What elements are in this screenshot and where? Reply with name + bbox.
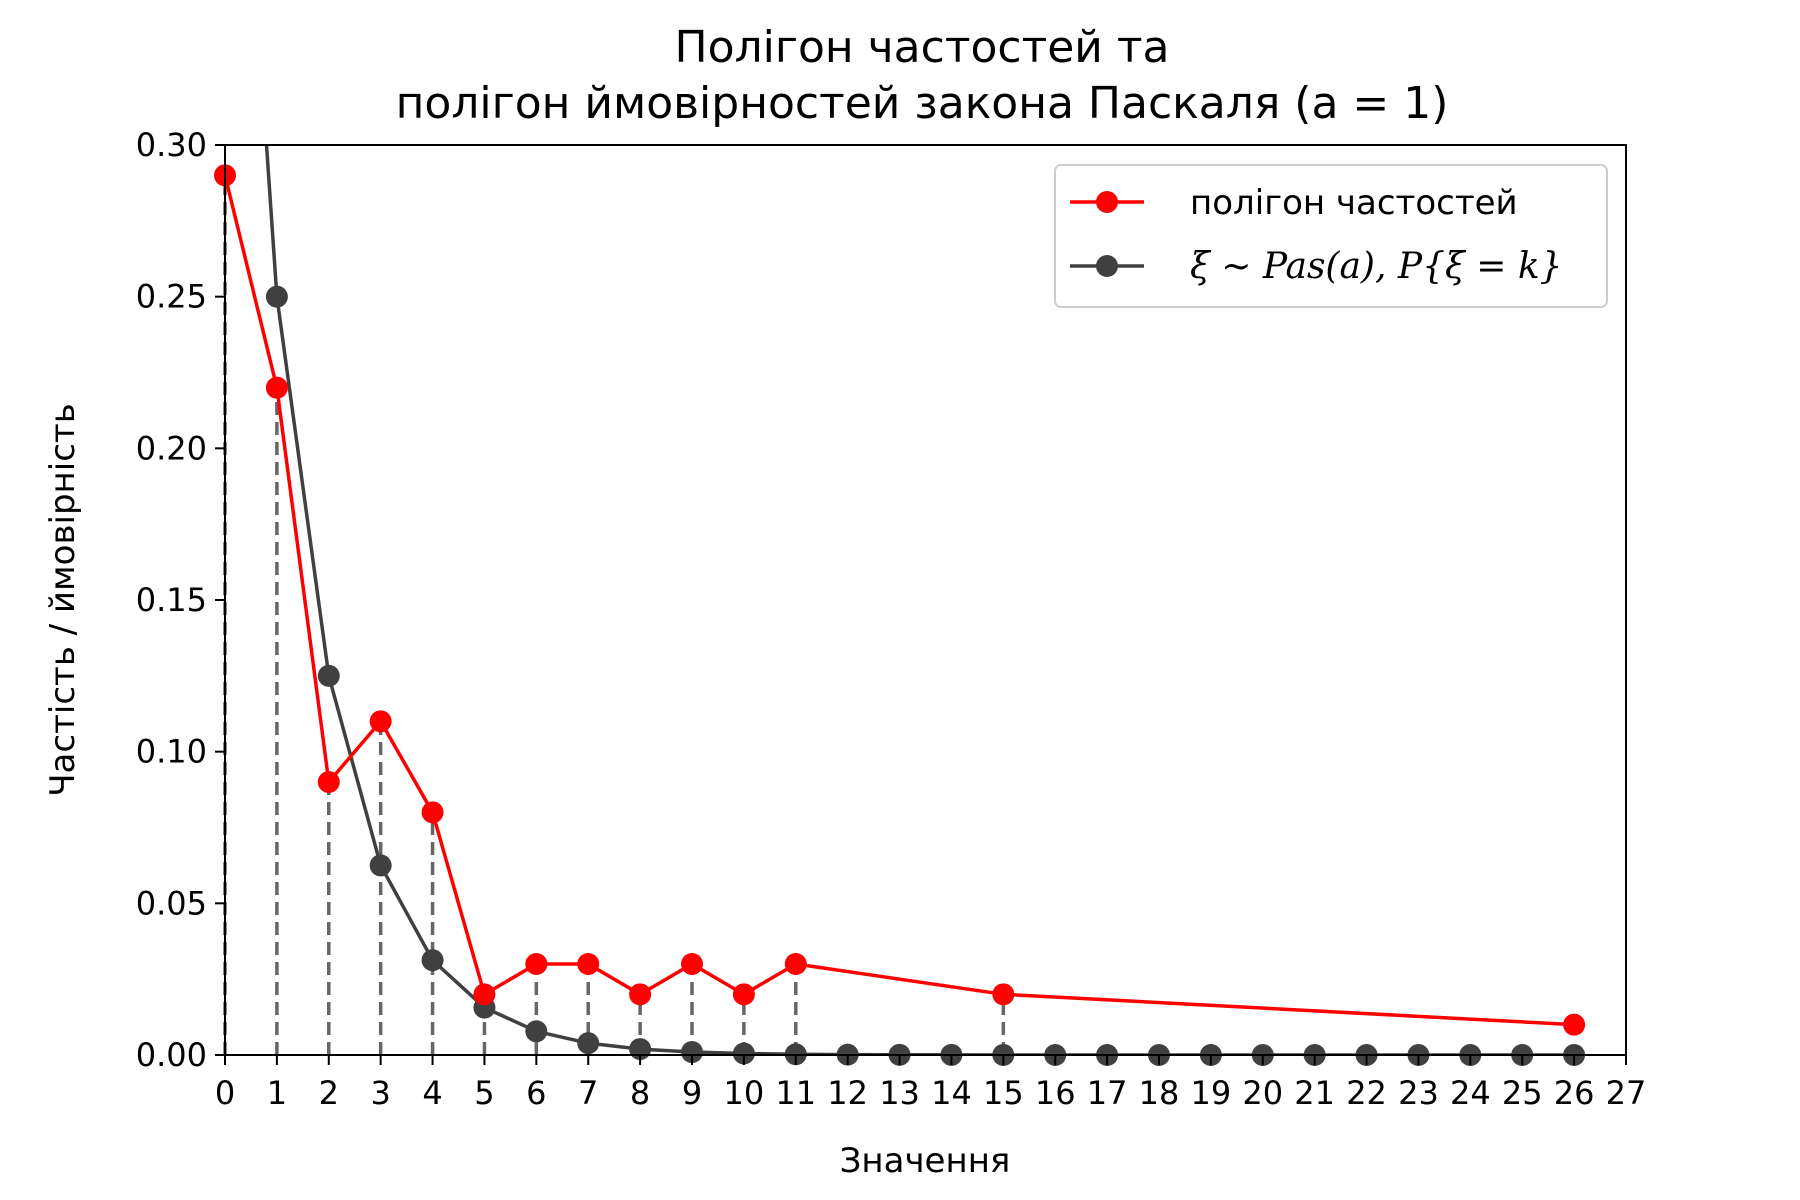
y-tick-label: 0.05: [136, 884, 207, 922]
x-tick-label: 18: [1139, 1074, 1180, 1112]
point-frequency: [992, 983, 1015, 1006]
x-tick-label: 25: [1502, 1074, 1543, 1112]
point-frequency: [1563, 1013, 1586, 1036]
x-tick-label: 15: [983, 1074, 1024, 1112]
ticks-layer: 0 1 2 3 4 5 6 7 8 9 10 11 12 13 14 15 16 17 18 19 20 21 22 23 24…: [136, 126, 1647, 1112]
x-tick-label: 12: [827, 1074, 868, 1112]
y-tick-label: 0.15: [136, 581, 207, 619]
legend-label-probabilities: ξ ~ Pas(a), P{ξ = k}: [1190, 246, 1563, 287]
point-frequency: [732, 983, 755, 1006]
x-tick-label: 23: [1398, 1074, 1439, 1112]
point-frequency: [629, 983, 652, 1006]
point-frequency: [317, 771, 340, 793]
x-tick-label: 22: [1346, 1074, 1387, 1112]
x-tick-label: 6: [526, 1074, 546, 1112]
point-probability: [317, 664, 340, 687]
x-tick-label: 3: [370, 1074, 390, 1112]
chart-title-line-2: полігон ймовірностей закона Паскаля (a =…: [396, 78, 1449, 129]
x-tick-label: 1: [267, 1074, 287, 1112]
point-probability: [577, 1032, 600, 1055]
x-tick-label: 19: [1191, 1074, 1232, 1112]
x-tick-label: 20: [1242, 1074, 1283, 1112]
x-tick-label: 10: [724, 1074, 765, 1112]
point-frequency: [265, 376, 288, 399]
x-tick-label: 4: [422, 1074, 442, 1112]
x-tick-label: 7: [578, 1074, 598, 1112]
x-tick-label: 13: [879, 1074, 920, 1112]
x-tick-label: 11: [775, 1074, 816, 1112]
x-tick-label: 5: [474, 1074, 494, 1112]
legend: полігон частостей ξ ~ Pas(a), P{ξ = k}: [1054, 164, 1608, 308]
point-probability: [369, 854, 392, 877]
legend-label-frequencies: полігон частостей: [1190, 183, 1518, 223]
point-probability: [681, 1041, 703, 1064]
point-probability: [265, 285, 288, 308]
x-tick-label: 8: [630, 1074, 650, 1112]
point-probability: [525, 1020, 548, 1043]
x-tick-label: 24: [1450, 1074, 1491, 1112]
x-tick-label: 16: [1035, 1074, 1076, 1112]
y-tick-label: 0.25: [136, 278, 207, 316]
y-tick-label: 0.30: [136, 126, 207, 164]
y-tick-label: 0.10: [136, 733, 207, 771]
y-tick-label: 0.00: [136, 1036, 207, 1074]
legend-box: [1054, 164, 1608, 308]
point-probability: [732, 1042, 755, 1065]
legend-marker-probabilities: [1096, 255, 1118, 277]
x-axis-label: Значення: [840, 1141, 1011, 1181]
point-probability: [421, 949, 444, 972]
x-tick-label: 17: [1087, 1074, 1128, 1112]
legend-marker-frequencies: [1096, 191, 1118, 213]
point-frequency: [681, 953, 703, 975]
point-frequency: [577, 953, 600, 975]
point-frequency: [369, 710, 392, 733]
x-tick-label: 9: [682, 1074, 702, 1112]
point-frequency: [784, 953, 807, 975]
plot-frame: [224, 144, 1627, 1056]
x-tick-label: 2: [319, 1074, 339, 1112]
y-tick-label: 0.20: [136, 429, 207, 467]
chart-title-line-1: Полігон частостей та: [675, 22, 1170, 73]
y-axis-label: Частість / ймовірність: [43, 403, 83, 797]
x-tick-label: 26: [1554, 1074, 1595, 1112]
x-tick-label: 0: [215, 1074, 235, 1112]
x-tick-label: 27: [1606, 1074, 1647, 1112]
point-frequency: [473, 983, 496, 1006]
x-tick-label: 21: [1294, 1074, 1335, 1112]
point-frequency: [421, 801, 444, 824]
point-frequency: [525, 953, 548, 975]
x-tick-label: 14: [931, 1074, 972, 1112]
